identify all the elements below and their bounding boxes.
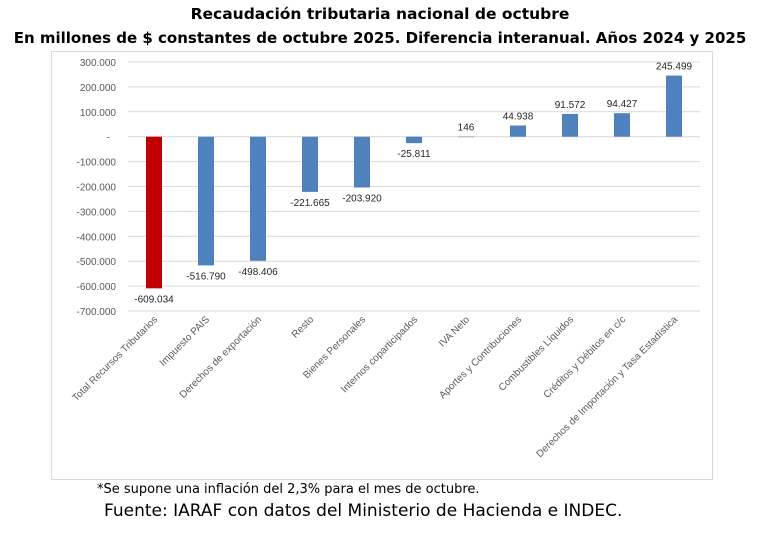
y-tick-label: 300.000 <box>80 58 117 69</box>
bar <box>302 136 318 192</box>
data-label: -516.790 <box>186 271 226 282</box>
y-tick-label: -300.000 <box>77 207 117 218</box>
source-note: Fuente: IARAF con datos del Ministerio d… <box>104 501 623 521</box>
bar <box>198 136 214 266</box>
data-label: -221.665 <box>290 198 330 209</box>
bar <box>562 113 578 137</box>
bar <box>458 136 474 138</box>
x-category-label: IVA Neto <box>437 314 472 349</box>
bar <box>146 136 162 289</box>
data-label: -609.034 <box>134 294 174 305</box>
data-label: 245.499 <box>656 62 693 73</box>
x-category-label: Impuesto PAIS <box>158 314 213 369</box>
data-label: 44.938 <box>503 112 534 123</box>
chart-title: Recaudación tributaria nacional de octub… <box>190 5 570 23</box>
data-label: -498.406 <box>238 267 278 278</box>
footnote: *Se supone una inflación del 2,3% para e… <box>97 482 480 497</box>
y-tick-label: -700.000 <box>77 307 117 318</box>
y-tick-label: 200.000 <box>80 83 117 94</box>
bar <box>354 136 370 188</box>
bar <box>614 113 630 137</box>
data-label: 91.572 <box>555 100 586 111</box>
y-tick-label: 100.000 <box>80 108 117 119</box>
chart-area <box>51 51 713 480</box>
data-label: -203.920 <box>342 193 382 204</box>
data-label: -25.811 <box>397 149 431 160</box>
y-tick-label: -500.000 <box>77 257 117 268</box>
bar <box>510 125 526 137</box>
bar <box>250 136 266 261</box>
y-tick-label: -600.000 <box>77 282 117 293</box>
y-tick-label: -100.000 <box>77 158 117 169</box>
bar <box>406 136 422 144</box>
x-category-label: Resto <box>290 314 317 341</box>
x-category-label: Total Recursos Tributarios <box>71 314 161 404</box>
chart-subtitle: En millones de $ constantes de octubre 2… <box>13 29 747 47</box>
y-tick-label: -200.000 <box>77 183 117 194</box>
bar <box>666 75 682 137</box>
data-label: 94.427 <box>607 99 638 110</box>
y-tick-label: - <box>107 133 110 144</box>
data-label: 146 <box>458 123 475 134</box>
y-tick-label: -400.000 <box>77 232 117 243</box>
